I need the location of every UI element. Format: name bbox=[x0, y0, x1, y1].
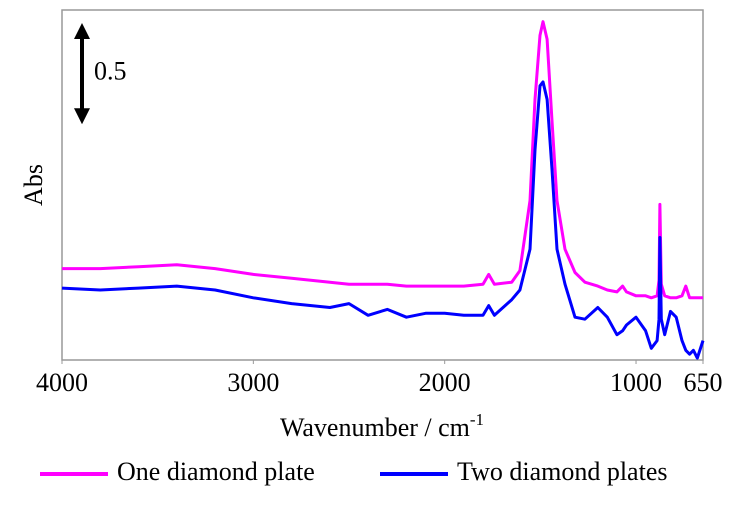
spectrum-line bbox=[62, 20, 703, 300]
x-axis-label-superscript: -1 bbox=[470, 410, 484, 429]
x-axis-label-text: Wavenumber / cm bbox=[280, 413, 470, 442]
plot-frame bbox=[61, 9, 704, 361]
x-axis-label: Wavenumber / cm-1 bbox=[280, 410, 484, 442]
scale-bar-label: 0.5 bbox=[94, 57, 127, 86]
legend-label: Two diamond plates bbox=[457, 457, 667, 486]
x-tick-label: 3000 bbox=[227, 368, 279, 397]
y-axis-label: Abs bbox=[19, 164, 48, 206]
x-tick-label: 650 bbox=[684, 368, 723, 397]
spectrum-line bbox=[61, 80, 705, 360]
legend-label: One diamond plate bbox=[117, 457, 315, 486]
x-tick-label: 2000 bbox=[419, 368, 471, 397]
x-tick-label: 4000 bbox=[36, 368, 88, 397]
x-tick-label: 1000 bbox=[610, 368, 662, 397]
